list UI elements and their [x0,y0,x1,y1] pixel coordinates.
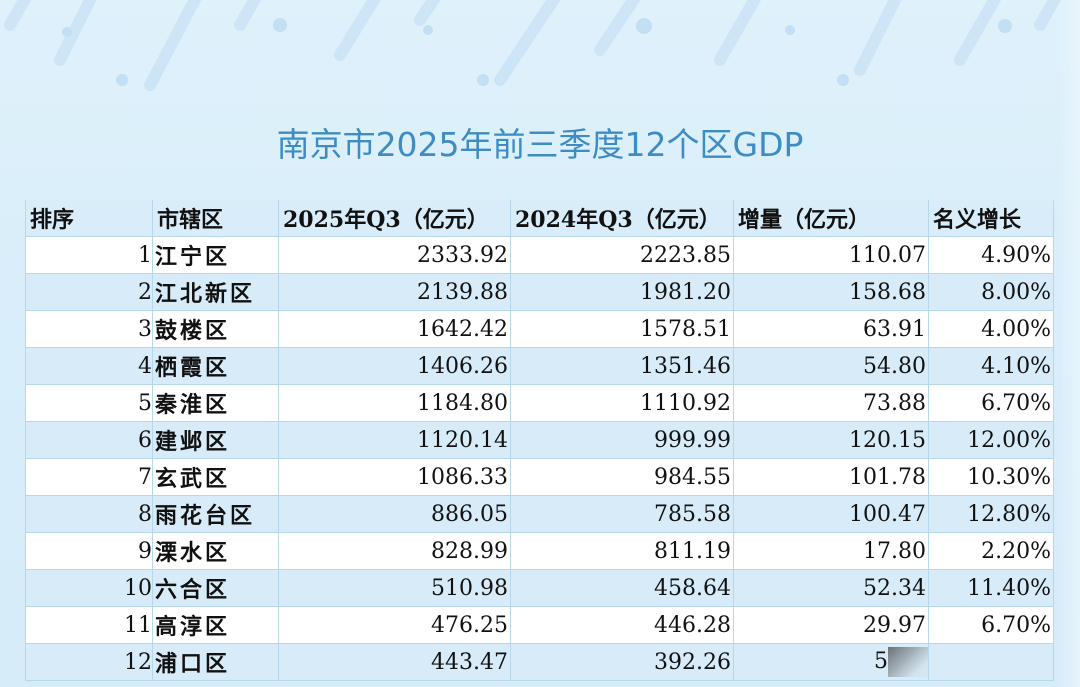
decorative-background-pattern [4,0,1062,91]
header-gdp-2024: 2024年Q3（亿元） [510,200,734,237]
row-growth: 4.00% [928,310,1054,348]
obscuring-overlay [888,647,928,677]
row-gdp-2025: 1184.80 [278,384,511,422]
row-increase: 158.68 [733,273,929,311]
header-increase: 增量（亿元） [733,200,929,237]
row-gdp-2024: 446.28 [510,606,734,644]
row-growth: 4.10% [928,347,1054,385]
table-row: 3 鼓楼区 1642.42 1578.51 63.91 4.00% [25,310,1054,348]
row-rank: 11 [25,606,153,644]
row-rank: 6 [25,421,153,459]
table-row: 12 浦口区 443.47 392.26 5 [25,643,1054,681]
row-district: 浦口区 [152,643,279,681]
row-gdp-2025: 443.47 [278,643,511,681]
row-rank: 8 [25,495,153,533]
row-district: 建邺区 [152,421,279,459]
row-increase: 120.15 [733,421,929,459]
table-row: 6 建邺区 1120.14 999.99 120.15 12.00% [25,421,1054,459]
row-rank: 4 [25,347,153,385]
right-edge-fade [1058,0,1080,687]
row-growth: 6.70% [928,606,1054,644]
row-gdp-2025: 1642.42 [278,310,511,348]
row-gdp-2025: 828.99 [278,532,511,570]
row-gdp-2025: 2333.92 [278,236,511,274]
row-gdp-2024: 984.55 [510,458,734,496]
row-gdp-2024: 392.26 [510,643,734,681]
row-gdp-2025: 886.05 [278,495,511,533]
row-increase: 101.78 [733,458,929,496]
row-district: 栖霞区 [152,347,279,385]
table-header-row: 排序 市辖区 2025年Q3（亿元） 2024年Q3（亿元） 增量（亿元） 名义… [25,200,1054,237]
table-row: 5 秦淮区 1184.80 1110.92 73.88 6.70% [25,384,1054,422]
header-growth: 名义增长 [928,200,1054,237]
row-increase: 29.97 [733,606,929,644]
table-row: 9 溧水区 828.99 811.19 17.80 2.20% [25,532,1054,570]
header-rank: 排序 [25,200,153,237]
row-increase: 5 [733,643,929,681]
row-increase: 54.80 [733,347,929,385]
row-gdp-2024: 999.99 [510,421,734,459]
row-gdp-2024: 1351.46 [510,347,734,385]
row-gdp-2025: 476.25 [278,606,511,644]
row-growth: 10.30% [928,458,1054,496]
row-gdp-2024: 811.19 [510,532,734,570]
row-gdp-2024: 1110.92 [510,384,734,422]
row-growth: 11.40% [928,569,1054,607]
row-district: 秦淮区 [152,384,279,422]
row-growth [928,643,1054,681]
row-increase: 52.34 [733,569,929,607]
row-growth: 6.70% [928,384,1054,422]
row-rank: 5 [25,384,153,422]
row-growth: 2.20% [928,532,1054,570]
row-increase: 17.80 [733,532,929,570]
row-rank: 2 [25,273,153,311]
table-row: 10 六合区 510.98 458.64 52.34 11.40% [25,569,1054,607]
table-row: 4 栖霞区 1406.26 1351.46 54.80 4.10% [25,347,1054,385]
row-gdp-2024: 2223.85 [510,236,734,274]
row-district: 鼓楼区 [152,310,279,348]
row-growth: 4.90% [928,236,1054,274]
row-rank: 12 [25,643,153,681]
row-gdp-2024: 458.64 [510,569,734,607]
row-district: 溧水区 [152,532,279,570]
row-gdp-2025: 510.98 [278,569,511,607]
row-growth: 12.00% [928,421,1054,459]
table-row: 7 玄武区 1086.33 984.55 101.78 10.30% [25,458,1054,496]
table-row: 1 江宁区 2333.92 2223.85 110.07 4.90% [25,236,1054,274]
row-increase: 110.07 [733,236,929,274]
row-growth: 8.00% [928,273,1054,311]
table-row: 11 高淳区 476.25 446.28 29.97 6.70% [25,606,1054,644]
row-rank: 7 [25,458,153,496]
row-increase: 73.88 [733,384,929,422]
row-gdp-2024: 1578.51 [510,310,734,348]
row-growth: 12.80% [928,495,1054,533]
page-title: 南京市2025年前三季度12个区GDP [276,125,804,164]
row-increase: 63.91 [733,310,929,348]
header-district: 市辖区 [152,200,279,237]
row-district: 江北新区 [152,273,279,311]
table-row: 8 雨花台区 886.05 785.58 100.47 12.80% [25,495,1054,533]
row-rank: 10 [25,569,153,607]
row-gdp-2025: 2139.88 [278,273,511,311]
row-rank: 3 [25,310,153,348]
row-gdp-2025: 1120.14 [278,421,511,459]
row-increase: 100.47 [733,495,929,533]
row-gdp-2025: 1406.26 [278,347,511,385]
row-gdp-2024: 1981.20 [510,273,734,311]
row-district: 高淳区 [152,606,279,644]
row-gdp-2025: 1086.33 [278,458,511,496]
row-district: 江宁区 [152,236,279,274]
row-district: 雨花台区 [152,495,279,533]
gdp-table: 排序 市辖区 2025年Q3（亿元） 2024年Q3（亿元） 增量（亿元） 名义… [25,200,1054,681]
row-gdp-2024: 785.58 [510,495,734,533]
row-district: 六合区 [152,569,279,607]
row-rank: 1 [25,236,153,274]
header-gdp-2025: 2025年Q3（亿元） [278,200,511,237]
row-rank: 9 [25,532,153,570]
table-row: 2 江北新区 2139.88 1981.20 158.68 8.00% [25,273,1054,311]
row-district: 玄武区 [152,458,279,496]
